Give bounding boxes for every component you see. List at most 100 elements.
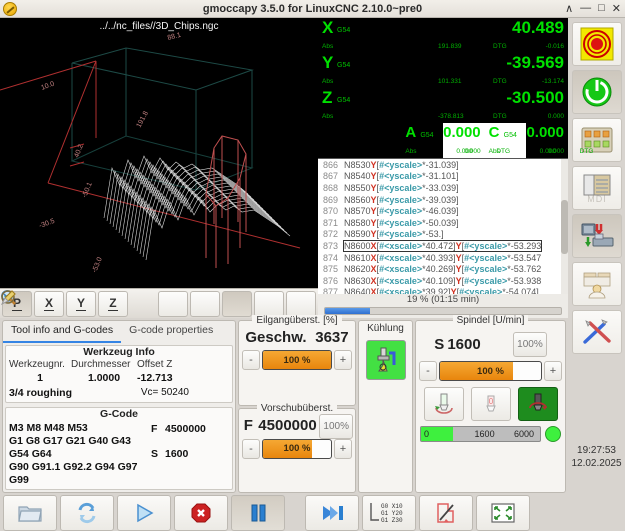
dro-panel[interactable]: X G54 40.489 Abs 191.839 DTG -0.016 Y G5… — [318, 18, 594, 318]
mdi-mode-button[interactable]: MDI — [571, 166, 622, 210]
show-dro-button[interactable] — [2, 290, 284, 317]
gcode-line[interactable]: 866 N8530Y[#<yscale>*-31.039] — [318, 159, 568, 171]
axis-a-abs-value: 0.000 — [456, 148, 473, 155]
tool-panel-tabs[interactable]: Tool info and G-codes G-code properties — [3, 321, 235, 343]
feed-override-slider[interactable]: 100 % — [262, 438, 332, 459]
gcode-line[interactable]: 875 N8620X[#<xscale>*40.269]Y[#<yscale>*-… — [318, 263, 568, 275]
manual-mode-button[interactable] — [571, 118, 622, 162]
gcode-line[interactable]: 877 N8640X[#<xscale>*39.92]Y[#<yscale>*-5… — [318, 287, 568, 294]
zoom-out-button[interactable] — [1, 290, 221, 317]
minimize-icon[interactable]: — — [580, 2, 592, 14]
reload-file-button[interactable] — [60, 495, 114, 531]
machine-power-button[interactable] — [571, 70, 622, 114]
open-file-button[interactable] — [3, 495, 57, 531]
gcode-line-text: N8630X[#<xscale>*40.109]Y[#<yscale>*-53.… — [344, 275, 542, 286]
gcode-listing[interactable]: 866 N8530Y[#<yscale>*-31.039] 867 N8540Y[#<… — [318, 158, 568, 294]
step-program-button[interactable] — [305, 495, 359, 531]
spindle-label: S — [434, 336, 445, 353]
spindle-minus-button[interactable]: - — [419, 361, 437, 381]
gcode-line[interactable]: 872 N8590Y[#<yscale>*-53.] — [318, 229, 568, 241]
active-gcodes-2: G90 G91.1 G92.2 G94 G97 G99 — [9, 461, 138, 486]
gcode-line-number: 875 — [322, 264, 338, 275]
feed-reset-button[interactable]: 100% — [319, 413, 353, 439]
rotate-view-button[interactable] — [1, 290, 253, 317]
speed-value: 1600 — [165, 448, 189, 460]
block-list-icon: G0 X10 G1 Y20 G1 Z30 — [370, 503, 403, 524]
dro-axis-a[interactable]: A G54 0.000 Abs 0.000 DTG 0.000 — [401, 123, 510, 158]
axis-c-name: C — [488, 124, 500, 141]
gcode-line[interactable]: 873 N8600X[#<xscale>*40.472]Y[#<yscale>*-… — [318, 239, 568, 252]
rapid-plus-button[interactable]: + — [334, 350, 352, 370]
flood-coolant-button[interactable] — [365, 340, 406, 380]
tab-tool-info[interactable]: Tool info and G-codes — [3, 321, 122, 343]
gcode-line[interactable]: 871 N8580Y[#<yscale>*-50.039] — [318, 217, 568, 229]
collapse-icon[interactable]: ∧ — [565, 3, 574, 15]
tab-gcode-properties[interactable]: G-code properties — [129, 324, 214, 336]
speed-key: S — [151, 448, 159, 460]
gcode-line-text: N8550Y[#<yscale>*-33.039] — [344, 182, 459, 193]
maximize-icon[interactable]: □ — [598, 2, 605, 14]
graphics-toolbar[interactable]: P X Y Z — [0, 288, 318, 318]
svg-text:10.0: 10.0 — [40, 81, 55, 92]
scrollbar-thumb[interactable] — [561, 199, 568, 254]
block-view-button[interactable]: G0 X10 G1 Y20 G1 Z30 — [362, 495, 416, 531]
axis-a-value: 0.000 — [443, 124, 481, 141]
axis-x-dtg-value: -0.016 — [545, 43, 564, 50]
spindle-override-slider[interactable]: 100 % — [439, 361, 542, 381]
clear-plot-button[interactable] — [0, 290, 316, 317]
axis-x-value: 40.489 — [512, 18, 564, 37]
user-tabs-button[interactable] — [571, 262, 622, 306]
auto-mode-button[interactable] — [571, 214, 622, 258]
gcode-preview[interactable]: ../../nc_files//3D_Chips.ngc — [0, 18, 318, 318]
gcode-line[interactable]: 874 N8610X[#<xscale>*40.393]Y[#<yscale>*-… — [318, 252, 568, 264]
gcode-line[interactable]: 868 N8550Y[#<yscale>*-33.039] — [318, 182, 568, 194]
dro-axis-c[interactable]: C G54 0.000 Abs 0.000 DTG 0.000 — [485, 123, 594, 158]
feed-value: 4500000 — [165, 423, 206, 435]
mode-sidebar[interactable]: MDI — [568, 18, 625, 500]
gcode-line[interactable]: 869 N8560Y[#<yscale>*-39.039] — [318, 194, 568, 206]
feed-minus-button[interactable]: - — [242, 438, 260, 459]
gcode-line[interactable]: 870 N8570Y[#<yscale>*-46.039] — [318, 205, 568, 217]
estop-button[interactable] — [571, 22, 622, 66]
axis-y-dtg-label: DTG — [493, 78, 507, 85]
stop-program-button[interactable] — [174, 495, 228, 531]
dro-axis-y[interactable]: Y G54 -39.569 Abs 101.331 DTG -13.174 — [318, 53, 568, 88]
bottom-toolbar[interactable]: G0 X10 G1 Y20 G1 Z30 — [0, 495, 568, 531]
pause-program-button[interactable] — [231, 495, 285, 531]
gcode-scrollbar[interactable] — [561, 159, 568, 294]
feed-plus-button[interactable]: + — [334, 438, 352, 459]
fullsize-preview-button[interactable] — [476, 495, 530, 531]
close-icon[interactable]: ✕ — [611, 3, 621, 15]
settings-button[interactable] — [571, 310, 622, 354]
axis-y-abs-value: 101.331 — [438, 78, 462, 85]
gcode-line[interactable]: 876 N8630X[#<xscale>*40.109]Y[#<yscale>*-… — [318, 275, 568, 287]
spindle-stop-button[interactable]: 0 — [470, 387, 511, 421]
feed-override-title: Vorschubüberst. — [256, 402, 338, 414]
edit-icon — [437, 503, 454, 523]
run-program-button[interactable] — [117, 495, 171, 531]
axis-z-dtg-label: DTG — [493, 113, 507, 120]
spindle-ccw-button[interactable] — [423, 387, 464, 421]
dro-axis-z[interactable]: Z G54 -30.500 Abs -378.813 DTG 0.000 — [318, 88, 568, 123]
gcode-line[interactable]: 867 N8540Y[#<yscale>*-31.101] — [318, 171, 568, 183]
axis-a-abs-label: Abs — [405, 148, 417, 155]
zoom-in-button[interactable] — [1, 290, 189, 317]
tool-offsetz-header: Offset Z — [137, 359, 173, 370]
rapid-minus-button[interactable]: - — [242, 350, 260, 370]
gcode-line-text: N8600X[#<xscale>*40.472]Y[#<yscale>*-53.… — [342, 239, 543, 252]
view-y-button[interactable]: Y — [65, 290, 96, 317]
keypad-icon — [581, 127, 612, 153]
spindle-reset-button[interactable]: 100% — [513, 332, 547, 357]
rapid-slider-text: 100 % — [283, 354, 311, 366]
view-x-button[interactable]: X — [33, 290, 64, 317]
svg-text:MDI: MDI — [587, 194, 607, 204]
feed-slider-text: 100 % — [283, 443, 311, 454]
view-z-button[interactable]: Z — [97, 290, 128, 317]
spindle-cw-button[interactable] — [517, 387, 558, 421]
rapid-override-slider[interactable]: 100 % — [262, 350, 332, 370]
spindle-plus-button[interactable]: + — [544, 361, 562, 381]
dro-axis-x[interactable]: X G54 40.489 Abs 191.839 DTG -0.016 — [318, 18, 568, 53]
gcode-line-text: N8580Y[#<yscale>*-50.039] — [344, 217, 459, 228]
edit-program-button[interactable] — [419, 495, 473, 531]
svg-text:88.1: 88.1 — [167, 32, 182, 42]
